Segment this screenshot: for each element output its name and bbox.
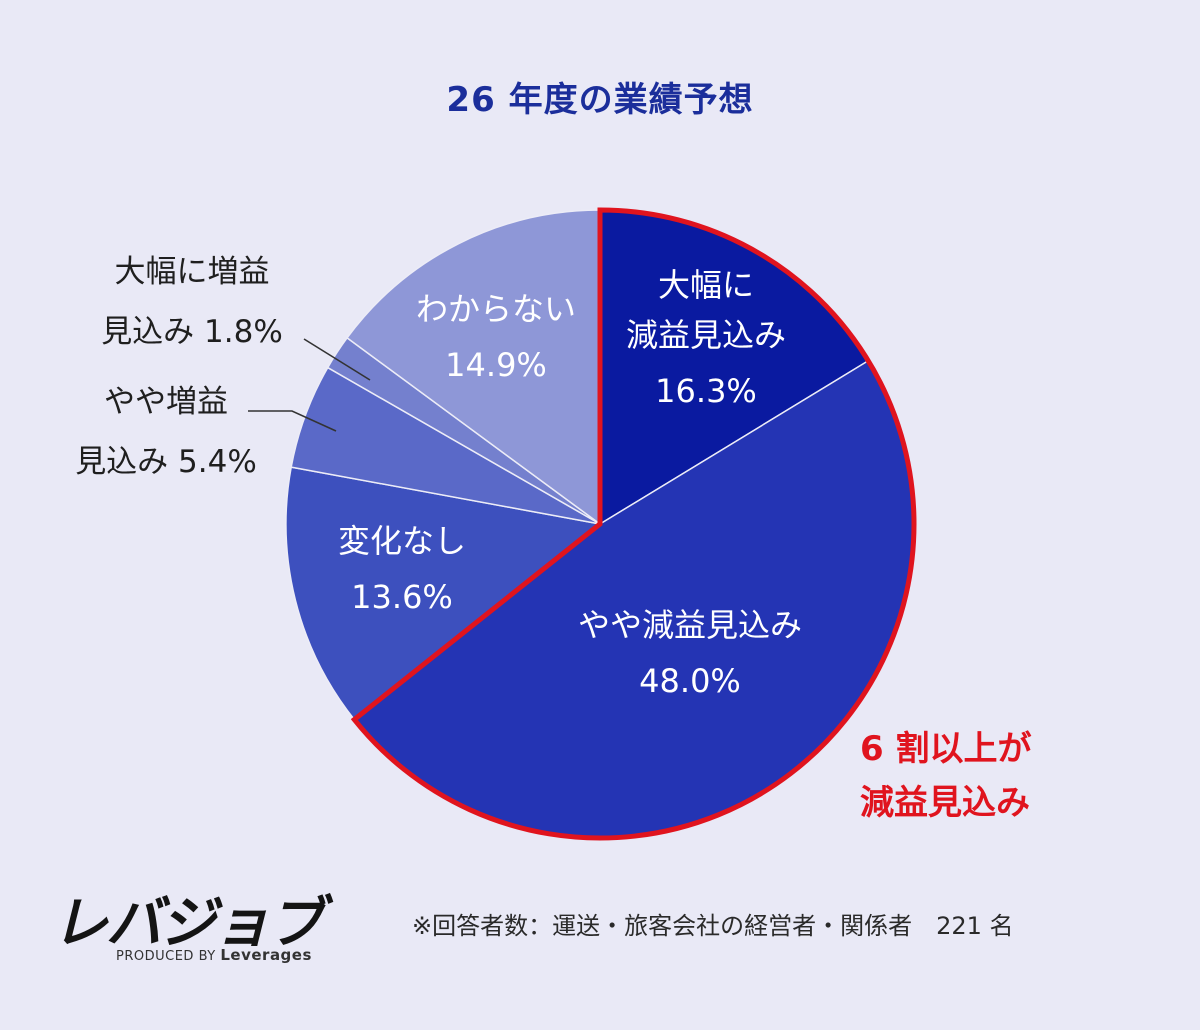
pie-labels: 大幅に減益見込み 16.3% やや減益見込み 48.0% 変化なし 13.6% やや増益見込… <box>75 254 802 700</box>
produced-by-text: PRODUCED BY <box>116 949 216 964</box>
brand-produced-by: PRODUCED BY Leverages <box>116 946 312 964</box>
callout-line-2: 減益見込み <box>860 783 1030 823</box>
footnote: ※回答者数：運送・旅客会社の経営者・関係者 221 名 <box>412 912 1014 940</box>
slice-label-1: 大幅に減益見込み 16.3% <box>626 266 786 410</box>
slice-label-5: 大幅に増益見込み 1.8% <box>101 254 283 350</box>
brand-logo: レバジョブ <box>52 891 324 956</box>
slice-label-4: やや増益見込み 5.4% <box>75 384 257 480</box>
company-name: Leverages <box>220 946 312 964</box>
slice-label-3: 変化なし 13.6% <box>338 522 466 616</box>
chart-title: 26 年度の業績予想 <box>446 80 754 120</box>
pie-slices <box>285 207 917 841</box>
pie-slice-6 <box>346 209 601 526</box>
pie-slice-3 <box>285 466 602 721</box>
highlight-callout: 6 割以上が 減益見込み <box>860 722 1100 830</box>
leader-line-5 <box>303 338 371 381</box>
highlight-outline <box>350 207 917 841</box>
callout-line-1: 6 割以上が <box>860 729 1032 769</box>
slice-label-2: やや減益見込み 48.0% <box>578 606 802 700</box>
slice-label-6: わからない 14.9% <box>416 290 576 384</box>
leader-line-4 <box>248 410 337 432</box>
